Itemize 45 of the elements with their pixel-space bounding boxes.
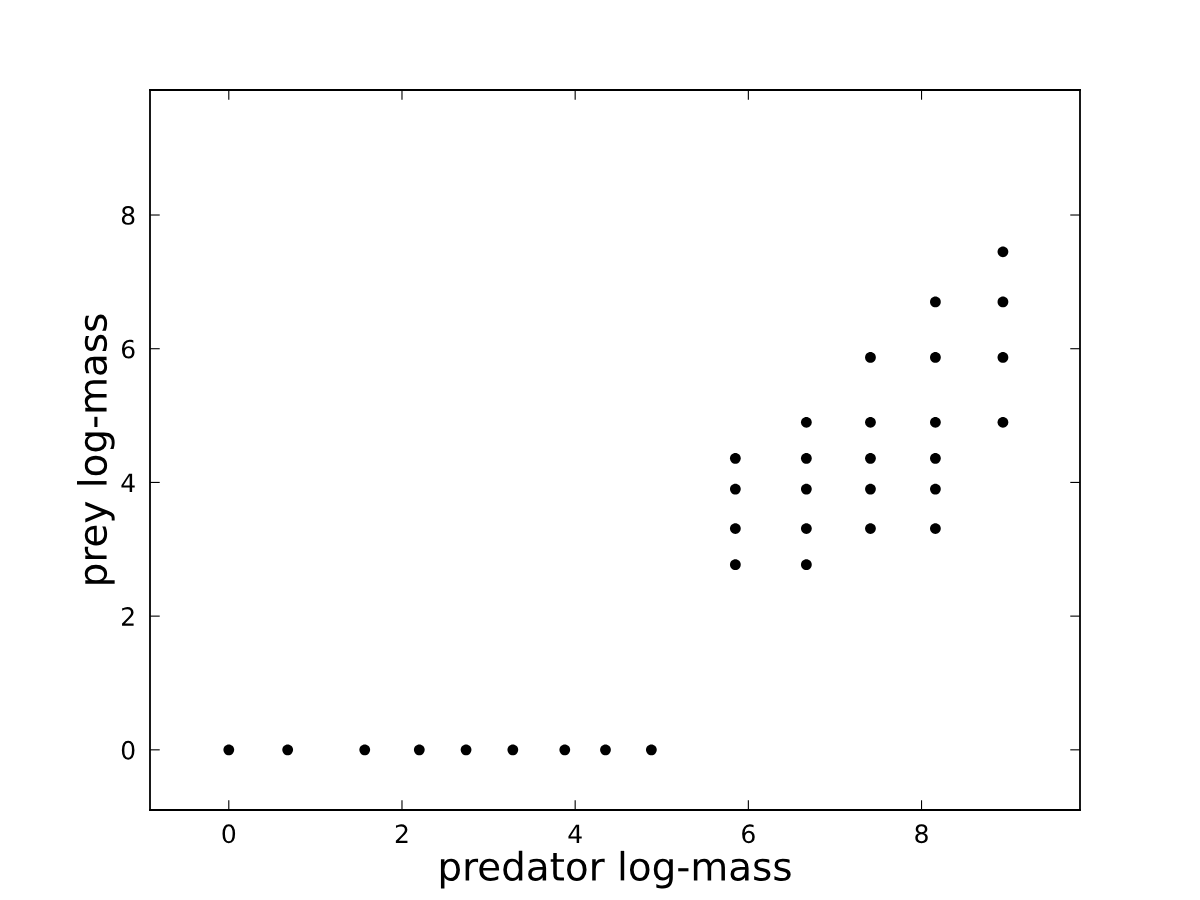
point <box>930 523 941 534</box>
point <box>865 416 876 428</box>
point <box>507 744 519 756</box>
y-axis-title: prey log-mass <box>77 314 115 584</box>
x-tick-label: 0 <box>222 824 236 844</box>
point <box>800 452 812 464</box>
point <box>460 744 472 756</box>
point <box>997 246 1009 258</box>
y-tick-label: 8 <box>121 205 135 225</box>
y-tick-label: 4 <box>121 473 135 492</box>
point <box>359 744 371 756</box>
point <box>559 744 571 756</box>
point <box>930 483 941 495</box>
y-tick-label: 2 <box>122 607 134 626</box>
point <box>800 559 812 571</box>
point <box>930 416 941 428</box>
x-axis-title: predator log-mass <box>440 850 791 889</box>
point <box>729 452 741 464</box>
point <box>930 452 941 464</box>
point <box>865 483 876 495</box>
point <box>800 483 812 495</box>
y-tick-label: 0 <box>121 740 135 760</box>
x-tick-label: 6 <box>742 824 755 844</box>
point <box>997 352 1009 363</box>
x-tick-label: 8 <box>915 824 928 844</box>
point <box>413 744 425 756</box>
point <box>729 483 741 495</box>
point <box>223 744 235 756</box>
point <box>645 744 657 756</box>
point <box>282 744 294 756</box>
point <box>865 452 876 464</box>
point <box>800 523 812 534</box>
point <box>865 352 876 363</box>
y-tick-label: 6 <box>121 339 135 359</box>
x-tick-label: 4 <box>568 824 582 843</box>
point <box>729 523 741 534</box>
x-tick-label: 2 <box>395 824 408 843</box>
point <box>800 416 812 428</box>
point <box>729 559 741 571</box>
point <box>930 296 941 308</box>
point <box>865 523 876 534</box>
point <box>997 296 1009 308</box>
point <box>997 416 1009 428</box>
point <box>600 744 611 756</box>
point <box>930 352 941 363</box>
